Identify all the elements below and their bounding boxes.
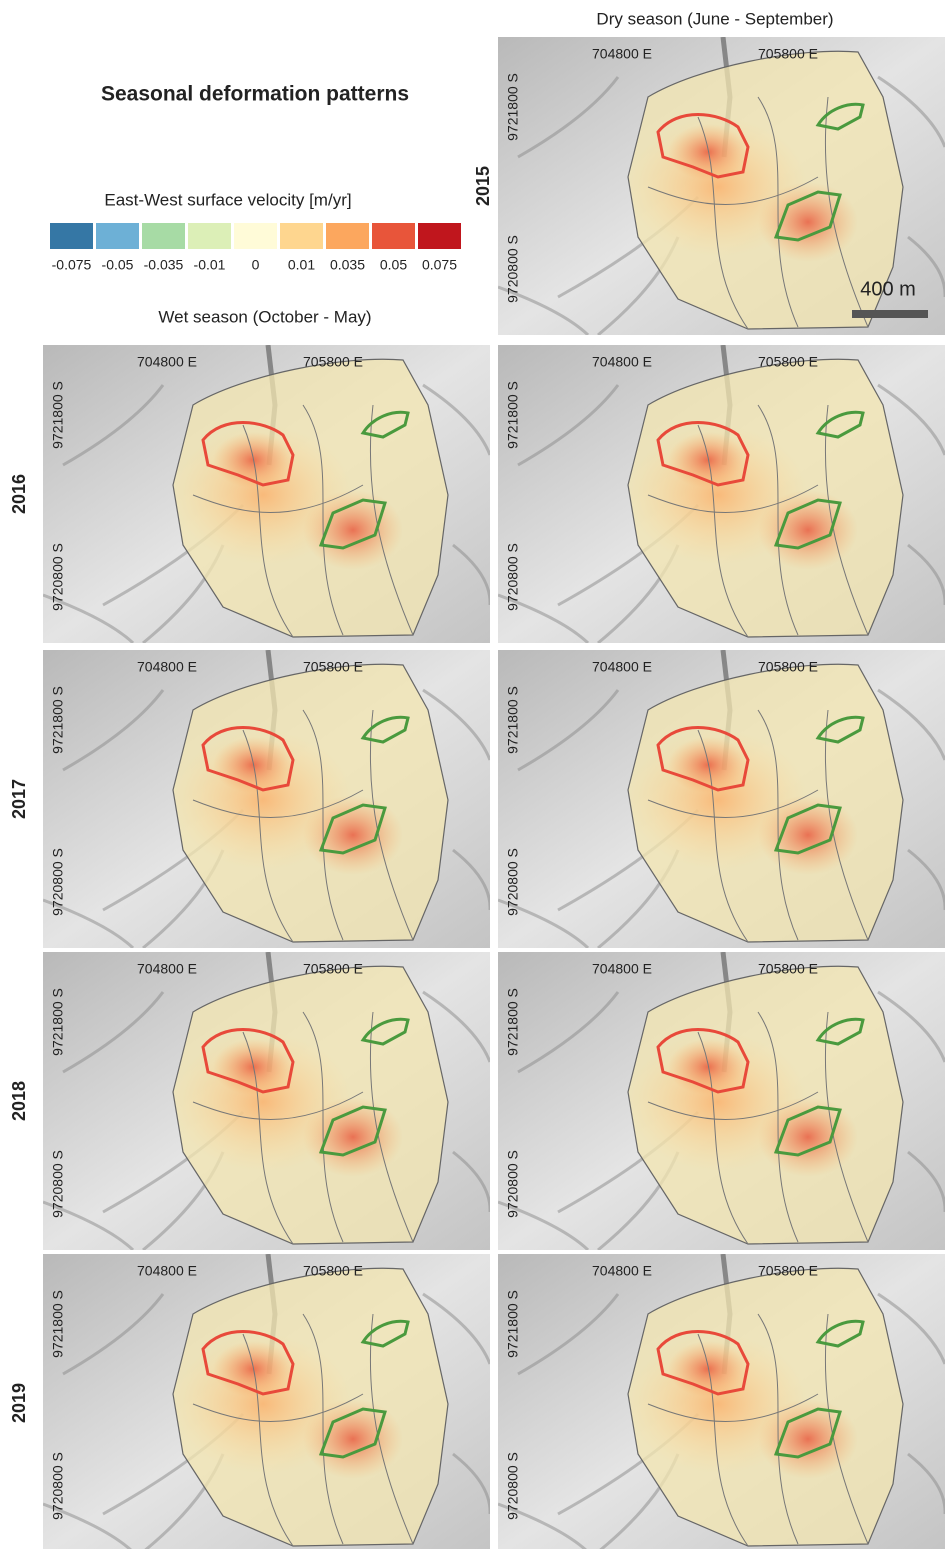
easting-label: 704800 E bbox=[592, 354, 652, 370]
legend-swatch bbox=[234, 223, 277, 249]
easting-label: 704800 E bbox=[592, 1263, 652, 1279]
legend-swatch bbox=[372, 223, 415, 249]
legend-label: 0.05 bbox=[380, 257, 407, 273]
legend-label: -0.035 bbox=[144, 257, 184, 273]
easting-label: 704800 E bbox=[137, 659, 197, 675]
figure: Seasonal deformation patterns East-West … bbox=[0, 0, 948, 1549]
northing-label: 9721800 S bbox=[505, 686, 521, 754]
northing-label: 9720800 S bbox=[505, 235, 521, 303]
easting-label: 704800 E bbox=[592, 659, 652, 675]
easting-label: 705800 E bbox=[758, 1263, 818, 1279]
velocity-blob bbox=[303, 490, 403, 570]
map-panel: 704800 E 705800 E 9721800 S 9720800 S bbox=[43, 952, 490, 1250]
column-header: Dry season (June - September) bbox=[596, 9, 833, 28]
easting-label: 704800 E bbox=[137, 961, 197, 977]
northing-label: 9720800 S bbox=[505, 1452, 521, 1520]
northing-label: 9720800 S bbox=[505, 848, 521, 916]
year-label: 2019 bbox=[9, 1383, 29, 1423]
northing-label: 9720800 S bbox=[50, 1452, 66, 1520]
legend-swatch bbox=[96, 223, 139, 249]
year-label: 2018 bbox=[9, 1081, 29, 1121]
northing-label: 9720800 S bbox=[505, 1150, 521, 1218]
northing-label: 9721800 S bbox=[505, 381, 521, 449]
legend: -0.075 -0.05 -0.035 -0.01 0 0.01 0.035 0.05 0.07… bbox=[50, 223, 461, 273]
northing-label: 9721800 S bbox=[50, 686, 66, 754]
figure-title: Seasonal deformation patterns bbox=[101, 83, 409, 106]
legend-label: -0.05 bbox=[102, 257, 134, 273]
easting-label: 705800 E bbox=[303, 659, 363, 675]
easting-label: 705800 E bbox=[758, 659, 818, 675]
legend-swatch bbox=[50, 223, 93, 249]
map-panel: 704800 E 705800 E 9721800 S 9720800 S bbox=[498, 650, 945, 948]
legend-swatch bbox=[188, 223, 231, 249]
velocity-blob bbox=[758, 795, 858, 875]
velocity-blob bbox=[303, 1097, 403, 1177]
easting-label: 704800 E bbox=[592, 46, 652, 62]
easting-label: 705800 E bbox=[303, 354, 363, 370]
easting-label: 705800 E bbox=[303, 1263, 363, 1279]
northing-label: 9721800 S bbox=[50, 1290, 66, 1358]
legend-swatch bbox=[142, 223, 185, 249]
map-panel: 704800 E 705800 E 9721800 S 9720800 S 400 m bbox=[498, 37, 945, 335]
easting-label: 705800 E bbox=[758, 961, 818, 977]
year-label: 2015 bbox=[473, 166, 493, 206]
column-header: Wet season (October - May) bbox=[158, 307, 371, 326]
scale-bar-label: 400 m bbox=[860, 278, 916, 300]
velocity-blob bbox=[758, 490, 858, 570]
map-panel: 704800 E 705800 E 9721800 S 9720800 S bbox=[43, 650, 490, 948]
northing-label: 9720800 S bbox=[505, 543, 521, 611]
northing-label: 9720800 S bbox=[50, 848, 66, 916]
northing-label: 9721800 S bbox=[505, 73, 521, 141]
legend-label: 0.035 bbox=[330, 257, 365, 273]
northing-label: 9721800 S bbox=[505, 1290, 521, 1358]
velocity-blob bbox=[758, 1399, 858, 1479]
legend-label: 0.075 bbox=[422, 257, 457, 273]
easting-label: 705800 E bbox=[758, 46, 818, 62]
velocity-blob bbox=[303, 795, 403, 875]
northing-label: 9721800 S bbox=[505, 988, 521, 1056]
easting-label: 705800 E bbox=[303, 961, 363, 977]
northing-label: 9721800 S bbox=[50, 381, 66, 449]
legend-swatch bbox=[418, 223, 461, 249]
northing-label: 9720800 S bbox=[50, 543, 66, 611]
legend-swatch bbox=[326, 223, 369, 249]
legend-label: 0.01 bbox=[288, 257, 315, 273]
map-panel: 704800 E 705800 E 9721800 S 9720800 S bbox=[43, 1254, 490, 1549]
easting-label: 704800 E bbox=[137, 354, 197, 370]
map-panel: 704800 E 705800 E 9721800 S 9720800 S bbox=[498, 345, 945, 643]
velocity-blob bbox=[303, 1399, 403, 1479]
legend-label: -0.01 bbox=[194, 257, 226, 273]
legend-label: -0.075 bbox=[52, 257, 92, 273]
legend-label: 0 bbox=[252, 257, 260, 273]
year-label: 2016 bbox=[9, 474, 29, 514]
legend-title: East-West surface velocity [m/yr] bbox=[104, 190, 351, 209]
scale-bar bbox=[852, 310, 928, 318]
map-panel: 704800 E 705800 E 9721800 S 9720800 S bbox=[498, 952, 945, 1250]
easting-label: 705800 E bbox=[758, 354, 818, 370]
northing-label: 9721800 S bbox=[50, 988, 66, 1056]
year-label: 2017 bbox=[9, 779, 29, 819]
map-panel: 704800 E 705800 E 9721800 S 9720800 S bbox=[43, 345, 490, 643]
velocity-blob bbox=[758, 182, 858, 262]
northing-label: 9720800 S bbox=[50, 1150, 66, 1218]
velocity-blob bbox=[758, 1097, 858, 1177]
easting-label: 704800 E bbox=[592, 961, 652, 977]
easting-label: 704800 E bbox=[137, 1263, 197, 1279]
legend-swatch bbox=[280, 223, 323, 249]
map-panel: 704800 E 705800 E 9721800 S 9720800 S bbox=[498, 1254, 945, 1549]
